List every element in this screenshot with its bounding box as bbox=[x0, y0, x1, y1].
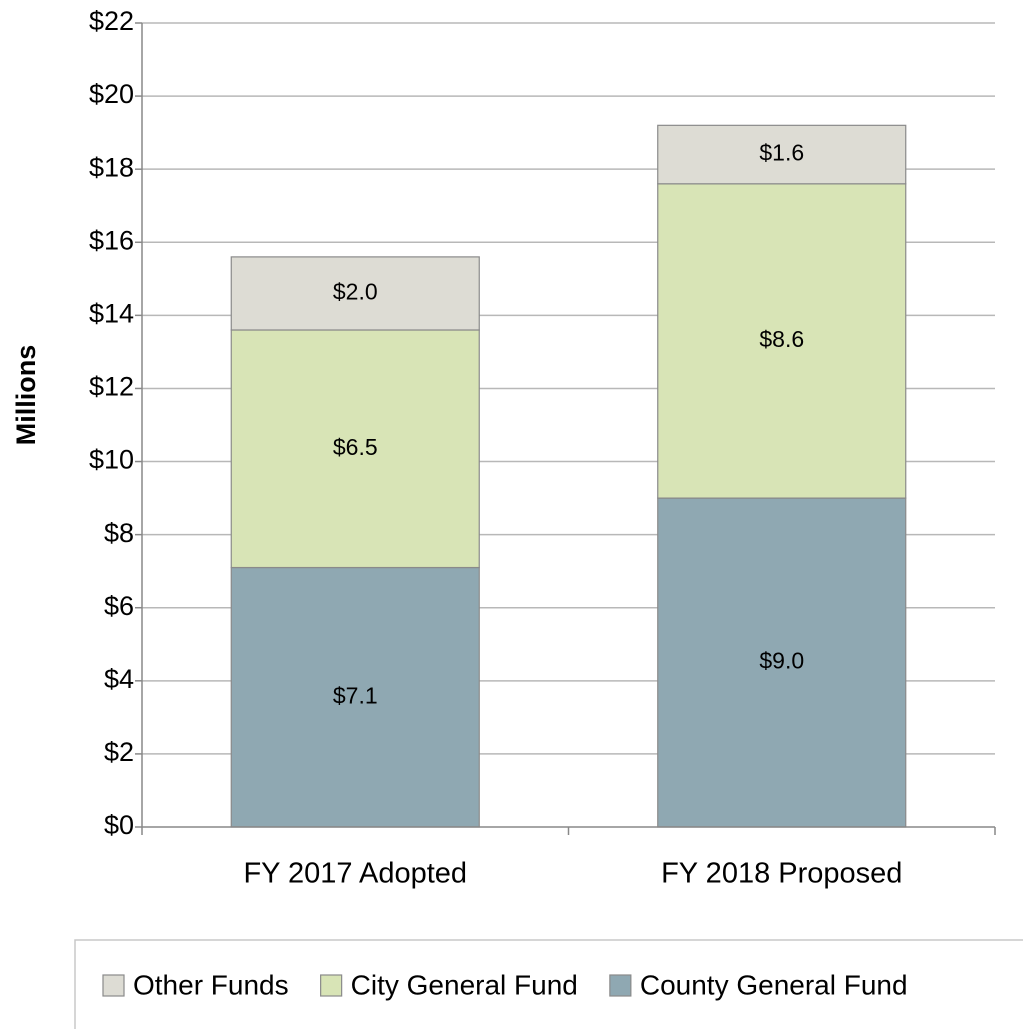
x-tick-label: FY 2017 Adopted bbox=[243, 858, 467, 890]
data-label: $2.0 bbox=[333, 279, 378, 305]
x-tick-label: FY 2018 Proposed bbox=[661, 858, 902, 890]
y-tick-label: $16 bbox=[89, 225, 134, 255]
data-label: $9.0 bbox=[759, 648, 804, 674]
y-tick-label: $4 bbox=[104, 664, 134, 694]
y-tick-label: $0 bbox=[104, 810, 134, 840]
y-tick-label: $6 bbox=[104, 591, 134, 621]
legend-swatch bbox=[609, 974, 632, 997]
legend-box bbox=[74, 939, 1023, 1029]
bar-segment bbox=[230, 329, 480, 569]
y-axis-label: Millions bbox=[11, 345, 41, 446]
y-tick-label: $2 bbox=[104, 737, 134, 767]
y-tick-label: $20 bbox=[89, 79, 134, 109]
legend-swatch bbox=[102, 974, 125, 997]
bar-segment bbox=[657, 183, 907, 499]
y-tick-label: $10 bbox=[89, 445, 134, 475]
y-tick-label: $8 bbox=[104, 518, 134, 548]
legend-swatch bbox=[320, 974, 343, 997]
data-label: $6.5 bbox=[333, 434, 378, 460]
bar-segment bbox=[657, 124, 907, 185]
y-tick-label: $22 bbox=[89, 6, 134, 36]
y-tick-label: $12 bbox=[89, 372, 134, 402]
legend-label: Other Funds bbox=[133, 969, 289, 1000]
y-tick-label: $18 bbox=[89, 152, 134, 182]
legend-label: City General Fund bbox=[351, 969, 578, 1000]
data-label: $7.1 bbox=[333, 682, 378, 708]
data-label: $8.6 bbox=[759, 326, 804, 352]
data-label: $1.6 bbox=[759, 140, 804, 166]
legend-label: County General Fund bbox=[640, 969, 908, 1000]
y-tick-label: $14 bbox=[89, 298, 134, 328]
bar-segment bbox=[230, 256, 480, 331]
bar-segment bbox=[657, 497, 907, 828]
